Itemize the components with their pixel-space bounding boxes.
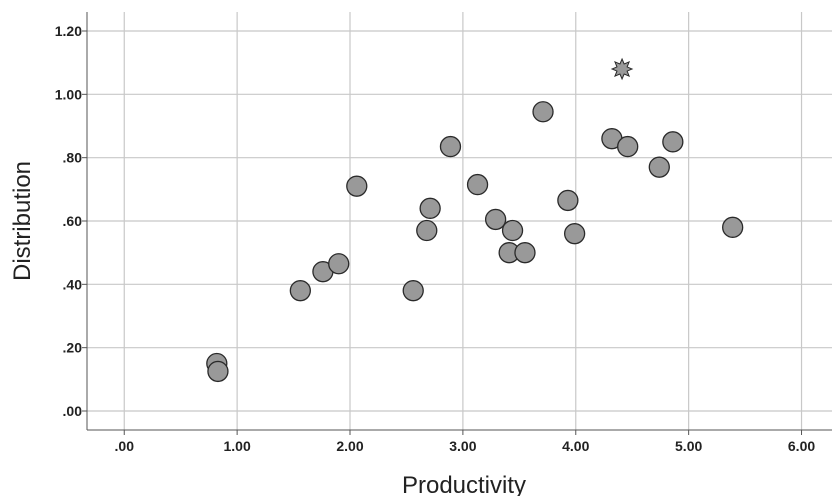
data-point <box>207 360 229 383</box>
x-tick-label: 4.00 <box>562 438 589 454</box>
data-point <box>484 208 507 231</box>
x-tick-label: 3.00 <box>449 438 476 454</box>
x-tick-label: 6.00 <box>788 438 815 454</box>
y-tick-label: 1.20 <box>55 23 82 39</box>
data-point <box>617 135 639 158</box>
y-tick-label: .00 <box>63 403 83 419</box>
x-tick-label: 5.00 <box>675 438 702 454</box>
outlier-star-marker <box>610 57 634 81</box>
y-tick-label: .80 <box>63 150 83 166</box>
y-axis-title: Distribution <box>9 161 36 281</box>
x-tick-labels: .00 1.00 2.00 3.00 4.00 5.00 6.00 <box>115 438 816 454</box>
data-point <box>439 135 462 158</box>
data-point <box>662 131 684 153</box>
data-point <box>419 197 441 219</box>
data-point <box>532 101 554 123</box>
data-point <box>289 280 311 302</box>
data-point <box>557 189 579 212</box>
axes <box>82 12 832 435</box>
x-tick-label: 1.00 <box>224 438 251 454</box>
data-point <box>722 216 744 238</box>
x-tick-label: 2.00 <box>336 438 363 454</box>
y-tick-label: .40 <box>63 276 83 292</box>
data-point <box>648 156 670 178</box>
x-tick-label: .00 <box>115 438 135 454</box>
data-points <box>206 57 744 383</box>
grid <box>87 12 832 430</box>
data-point <box>328 253 350 275</box>
y-tick-label: 1.00 <box>55 86 82 102</box>
data-point <box>346 175 368 197</box>
data-point <box>416 219 438 242</box>
y-tick-labels: .00 .20 .40 .60 .80 1.00 1.20 <box>55 23 82 419</box>
data-point <box>514 242 536 264</box>
y-tick-label: .20 <box>63 340 83 356</box>
x-axis-title: Productivity <box>402 472 526 496</box>
y-tick-label: .60 <box>63 213 83 229</box>
data-point <box>501 219 524 242</box>
data-point <box>402 280 424 302</box>
data-point <box>563 223 586 245</box>
data-point <box>466 173 489 196</box>
